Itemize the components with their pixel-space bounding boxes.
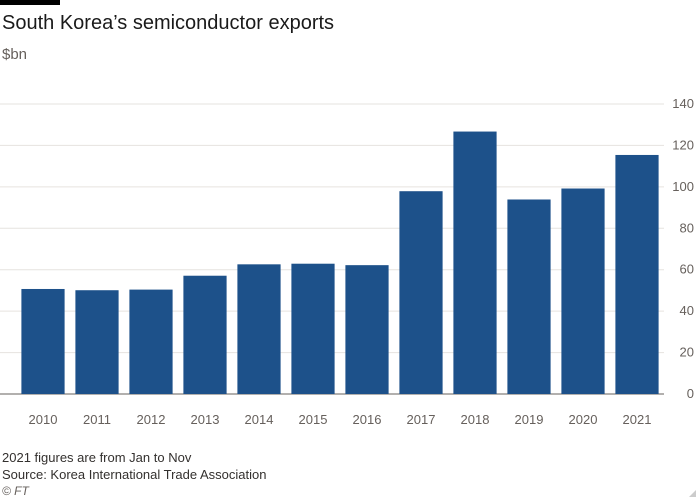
x-tick-label: 2012 (137, 412, 166, 427)
x-tick-label: 2015 (299, 412, 328, 427)
y-tick-label: 100 (672, 179, 694, 194)
bar-2011 (75, 290, 119, 394)
top-rule (0, 0, 60, 5)
y-axis-labels: 0 20 40 60 80 100 120 140 (672, 96, 694, 401)
x-tick-label: 2011 (83, 412, 111, 427)
x-tick-label: 2019 (515, 412, 544, 427)
copyright: © FT (2, 484, 29, 498)
x-tick-label: 2016 (353, 412, 382, 427)
x-tick-label: 2020 (569, 412, 598, 427)
bar-2019 (507, 199, 551, 394)
bar-2017 (399, 191, 443, 394)
bar-2021 (615, 154, 659, 394)
x-axis-labels: 2010 2011 2012 2013 2014 2015 2016 2017 2018 2019… (29, 412, 652, 427)
bar-2015 (291, 263, 335, 394)
y-tick-label: 60 (680, 262, 694, 277)
bar-2018 (453, 131, 497, 395)
x-tick-label: 2017 (407, 412, 436, 427)
bar-2012 (129, 289, 173, 394)
y-tick-label: 0 (687, 386, 694, 401)
x-tick-label: 2021 (623, 412, 652, 427)
footnote: 2021 figures are from Jan to Nov (2, 450, 192, 465)
y-tick-label: 20 (680, 345, 694, 360)
bar-2020 (561, 188, 605, 394)
x-tick-label: 2010 (29, 412, 58, 427)
y-tick-label: 80 (680, 220, 694, 235)
x-tick-label: 2018 (461, 412, 490, 427)
bar-2013 (183, 275, 227, 394)
y-tick-label: 120 (672, 137, 694, 152)
bar-2010 (21, 288, 65, 394)
chart-title: South Korea’s semiconductor exports (2, 12, 335, 34)
y-tick-label: 140 (672, 96, 694, 111)
bar-2016 (345, 265, 389, 394)
source-note: Source: Korea International Trade Associ… (2, 467, 267, 482)
bar-2014 (237, 264, 281, 394)
y-tick-label: 40 (680, 303, 694, 318)
resize-corner-icon (689, 490, 696, 497)
bars (21, 131, 659, 395)
unit-label: $bn (2, 46, 28, 63)
x-tick-label: 2014 (245, 412, 274, 427)
x-tick-label: 2013 (191, 412, 220, 427)
